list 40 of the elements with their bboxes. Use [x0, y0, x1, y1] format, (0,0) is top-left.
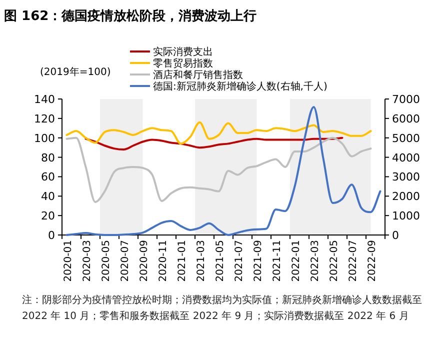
legend-label: 德国:新冠肺炎新增确诊人数(右轴,千人) — [153, 80, 328, 92]
y2-tick-label: 5000 — [392, 132, 420, 145]
x-tick-label: 2021-01 — [176, 240, 188, 282]
x-tick-label: 2020-11 — [158, 240, 169, 282]
y2-tick-label: 1000 — [392, 210, 420, 223]
y-tick-label: 0 — [48, 229, 55, 242]
y2-tick-label: 0 — [392, 229, 399, 242]
y2-tick-label: 6000 — [392, 112, 420, 126]
x-tick-label: 2020-05 — [100, 240, 112, 282]
x-tick-label: 2020-01 — [62, 240, 74, 282]
x-tick-label: 2022-01 — [290, 240, 302, 282]
legend-label: 实际消费支出 — [153, 46, 213, 58]
y-tick-label: 20 — [41, 210, 55, 223]
x-tick-label: 2020-09 — [138, 240, 150, 282]
y-tick-label: 40 — [41, 190, 55, 204]
x-tick-label: 2020-03 — [82, 240, 93, 282]
x-tick-label: 2022-03 — [310, 240, 321, 282]
y-axis-title: (2019年=100) — [40, 66, 111, 78]
y-tick-label: 80 — [41, 151, 55, 164]
x-tick-label: 2021-03 — [196, 240, 207, 282]
x-tick-label: 2021-09 — [252, 240, 264, 282]
y-tick-label: 140 — [34, 93, 55, 106]
y-tick-label: 100 — [34, 132, 55, 145]
title: 图 162：德国疫情放松阶段，消费波动上行 — [4, 9, 257, 24]
y-tick-label: 120 — [34, 112, 55, 126]
legend-label: 酒店和餐厅销售指数 — [153, 69, 243, 81]
y-tick-label: 60 — [41, 170, 55, 184]
x-tick-label: 2021-11 — [272, 240, 283, 282]
x-tick-label: 2022-07 — [348, 240, 359, 282]
y2-tick-label: 3000 — [392, 170, 420, 184]
legend-label: 零售贸易指数 — [153, 58, 213, 70]
y2-tick-label: 7000 — [392, 93, 420, 106]
y2-tick-label: 2000 — [392, 190, 420, 204]
text: 注：阴影部分为疫情管控放松时期；消费数据均为实际值；新冠肺炎新增确诊人数数据截至 2022 年 10 月；零售和服务数据截至 2022 年 9 月；实际消费数据截至 2022 年 6 月 — [22, 294, 423, 324]
y2-tick-label: 4000 — [392, 151, 420, 164]
x-tick-label: 2021-07 — [234, 240, 245, 282]
x-tick-label: 2021-05 — [214, 240, 226, 282]
x-tick-label: 2022-05 — [328, 240, 340, 282]
x-tick-label: 2020-07 — [120, 240, 131, 282]
x-tick-label: 2022-09 — [366, 240, 378, 282]
